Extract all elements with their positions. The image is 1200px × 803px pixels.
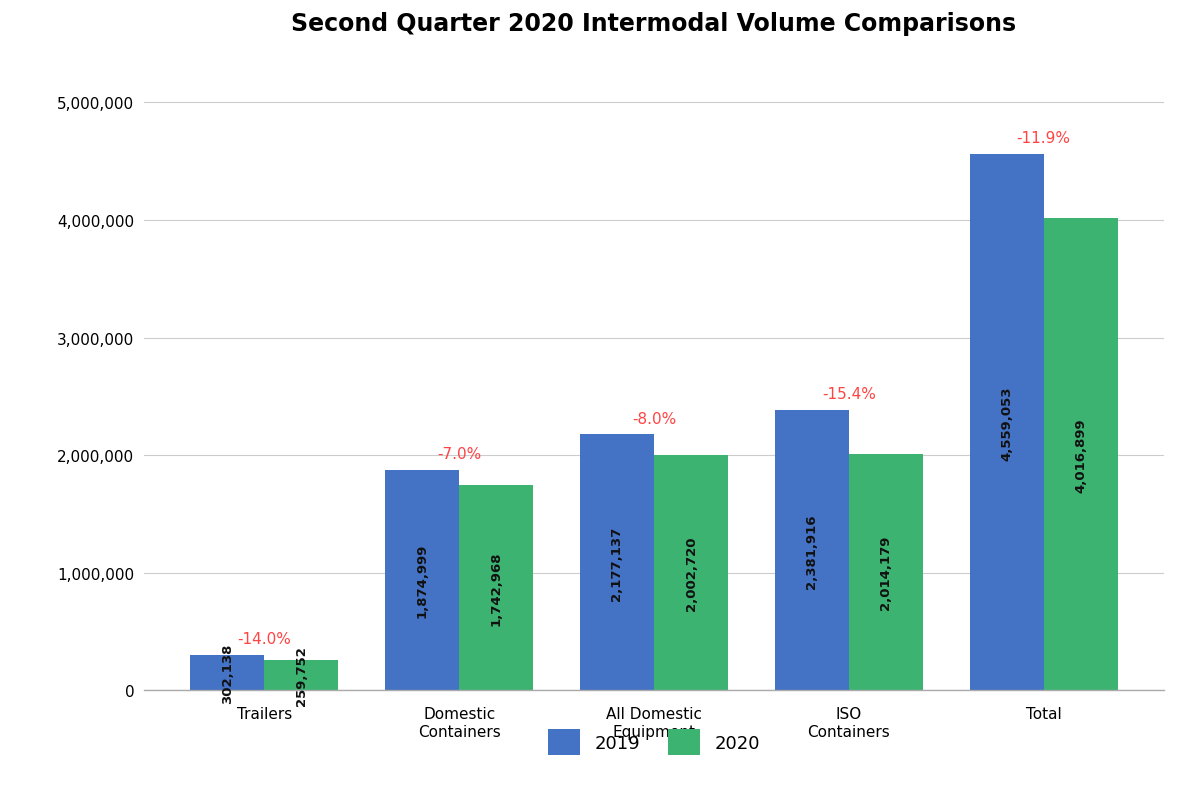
Text: -14.0%: -14.0% <box>238 631 292 646</box>
Bar <box>191 655 264 691</box>
Bar <box>848 454 923 691</box>
Text: 2,002,720: 2,002,720 <box>684 536 697 610</box>
Bar <box>264 660 338 691</box>
Bar <box>460 486 533 691</box>
Text: 2,177,137: 2,177,137 <box>611 526 624 600</box>
Legend: 2019, 2020: 2019, 2020 <box>539 720 769 764</box>
Text: 4,559,053: 4,559,053 <box>1000 385 1013 460</box>
Text: 1,742,968: 1,742,968 <box>490 551 503 626</box>
Text: 2,014,179: 2,014,179 <box>880 535 893 609</box>
Bar <box>580 434 654 691</box>
Bar <box>1044 218 1117 691</box>
Text: 1,874,999: 1,874,999 <box>415 544 428 618</box>
Text: 4,016,899: 4,016,899 <box>1074 418 1087 492</box>
Bar <box>970 155 1044 691</box>
Bar <box>385 471 460 691</box>
Text: 302,138: 302,138 <box>221 642 234 703</box>
Bar <box>775 411 848 691</box>
Bar <box>654 455 728 691</box>
Text: -11.9%: -11.9% <box>1016 131 1070 146</box>
Text: -7.0%: -7.0% <box>437 446 481 462</box>
Text: -8.0%: -8.0% <box>632 411 676 426</box>
Text: -15.4%: -15.4% <box>822 387 876 402</box>
Text: 2,381,916: 2,381,916 <box>805 513 818 588</box>
Text: 259,752: 259,752 <box>295 646 308 705</box>
Title: Second Quarter 2020 Intermodal Volume Comparisons: Second Quarter 2020 Intermodal Volume Co… <box>292 12 1016 36</box>
